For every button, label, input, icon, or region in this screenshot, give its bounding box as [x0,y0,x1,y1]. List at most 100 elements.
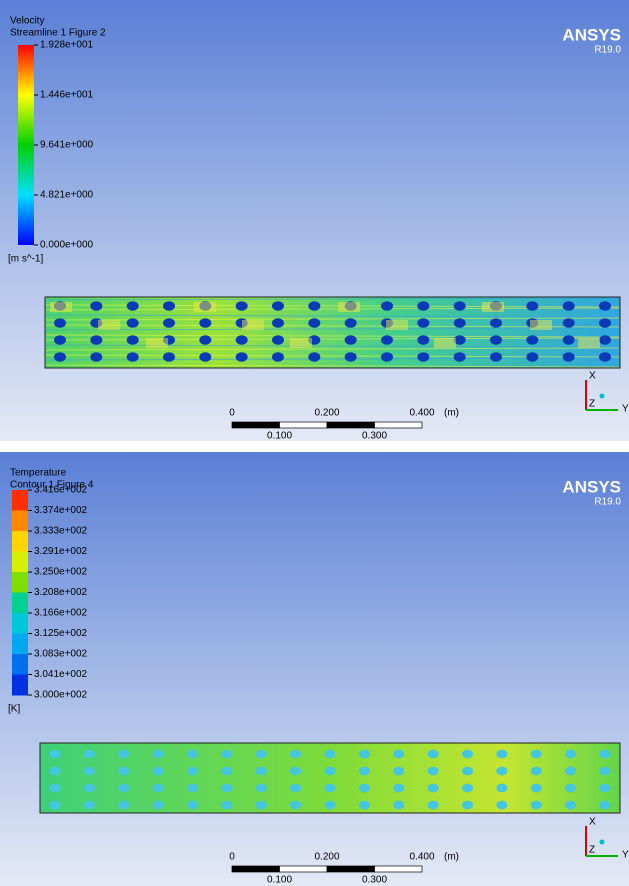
tube [236,352,248,362]
tube [565,801,576,810]
legend-label: 3.250e+002 [34,567,88,578]
tube [345,352,357,362]
tube [153,801,164,810]
tube [290,801,301,810]
hot-spot [146,338,168,348]
scale-label: 0 [229,852,235,863]
scale-label: 0.200 [314,408,339,419]
tube [428,767,439,776]
legend-label: 3.125e+002 [34,628,88,639]
scale-segment [232,422,280,428]
scale-label: 0.400 [409,408,434,419]
tube [563,301,575,311]
legend-label: 3.000e+002 [34,690,88,701]
scale-segment [327,422,375,428]
tube [565,784,576,793]
hot-spot [98,320,120,330]
tube [599,352,611,362]
tube [462,767,473,776]
tube [272,301,284,311]
colorbar-band [12,511,28,532]
legend-unit: [m s^-1] [8,254,43,265]
tube [462,750,473,759]
tube [526,352,538,362]
tube [462,801,473,810]
tube [199,318,211,328]
logo-brand: ANSYS [562,477,621,496]
tube [496,801,507,810]
legend-label: 3.166e+002 [34,608,88,619]
tube [526,335,538,345]
legend-label: 1.446e+001 [40,90,94,101]
scale-segment [375,866,423,872]
scale-label: 0.300 [362,431,387,442]
tube [359,750,370,759]
tube [428,784,439,793]
tube [118,784,129,793]
hot-spot [530,320,552,330]
tube [256,750,267,759]
tube [417,352,429,362]
viewport-background [0,0,629,441]
axis-y-label: Y [622,850,629,861]
colorbar-band [12,654,28,675]
hot-spot [434,338,456,348]
tube [54,318,66,328]
tube [272,352,284,362]
scale-segment [232,866,280,872]
tube [381,301,393,311]
tube [50,801,61,810]
page: {"panels": [ {"legend": {"title": "Veloc… [0,0,629,886]
colorbar-band [12,531,28,552]
tube [127,352,139,362]
hot-spot [290,338,312,348]
tube [417,335,429,345]
scale-label: (m) [444,408,459,419]
axis-x-label: X [589,371,596,382]
tube [600,767,611,776]
logo-brand: ANSYS [562,25,621,44]
logo-version: R19.0 [594,45,621,56]
scale-label: 0.400 [409,852,434,863]
tube [50,767,61,776]
hot-spot [242,320,264,330]
tube [428,801,439,810]
tube [221,750,232,759]
tube [118,750,129,759]
axis-origin [600,394,605,399]
tube [490,318,502,328]
scale-label: 0 [229,408,235,419]
tube [393,801,404,810]
screenshot: VelocityStreamline 1 Figure 21.928e+0011… [0,0,629,886]
legend-label: 0.000e+000 [40,240,94,251]
tube [199,335,211,345]
tube [272,318,284,328]
legend-label: 3.374e+002 [34,505,88,516]
tube [90,335,102,345]
tube [599,301,611,311]
tube [127,301,139,311]
tube [393,784,404,793]
legend-label: 3.291e+002 [34,546,88,557]
tube [163,352,175,362]
tube [153,750,164,759]
tube [256,767,267,776]
hot-spot [482,302,504,312]
tube [531,784,542,793]
scale-segment [280,422,328,428]
colorbar-band [12,593,28,614]
tube [393,750,404,759]
scale-segment [375,422,423,428]
tube [565,767,576,776]
scale-label: 0.100 [267,431,292,442]
tube [221,801,232,810]
colorbar-band [12,634,28,655]
tube [563,318,575,328]
tube [381,335,393,345]
hot-spot [50,302,72,312]
tube [490,335,502,345]
tube [153,767,164,776]
viewport-background [0,452,629,886]
tube [163,318,175,328]
tube [308,318,320,328]
